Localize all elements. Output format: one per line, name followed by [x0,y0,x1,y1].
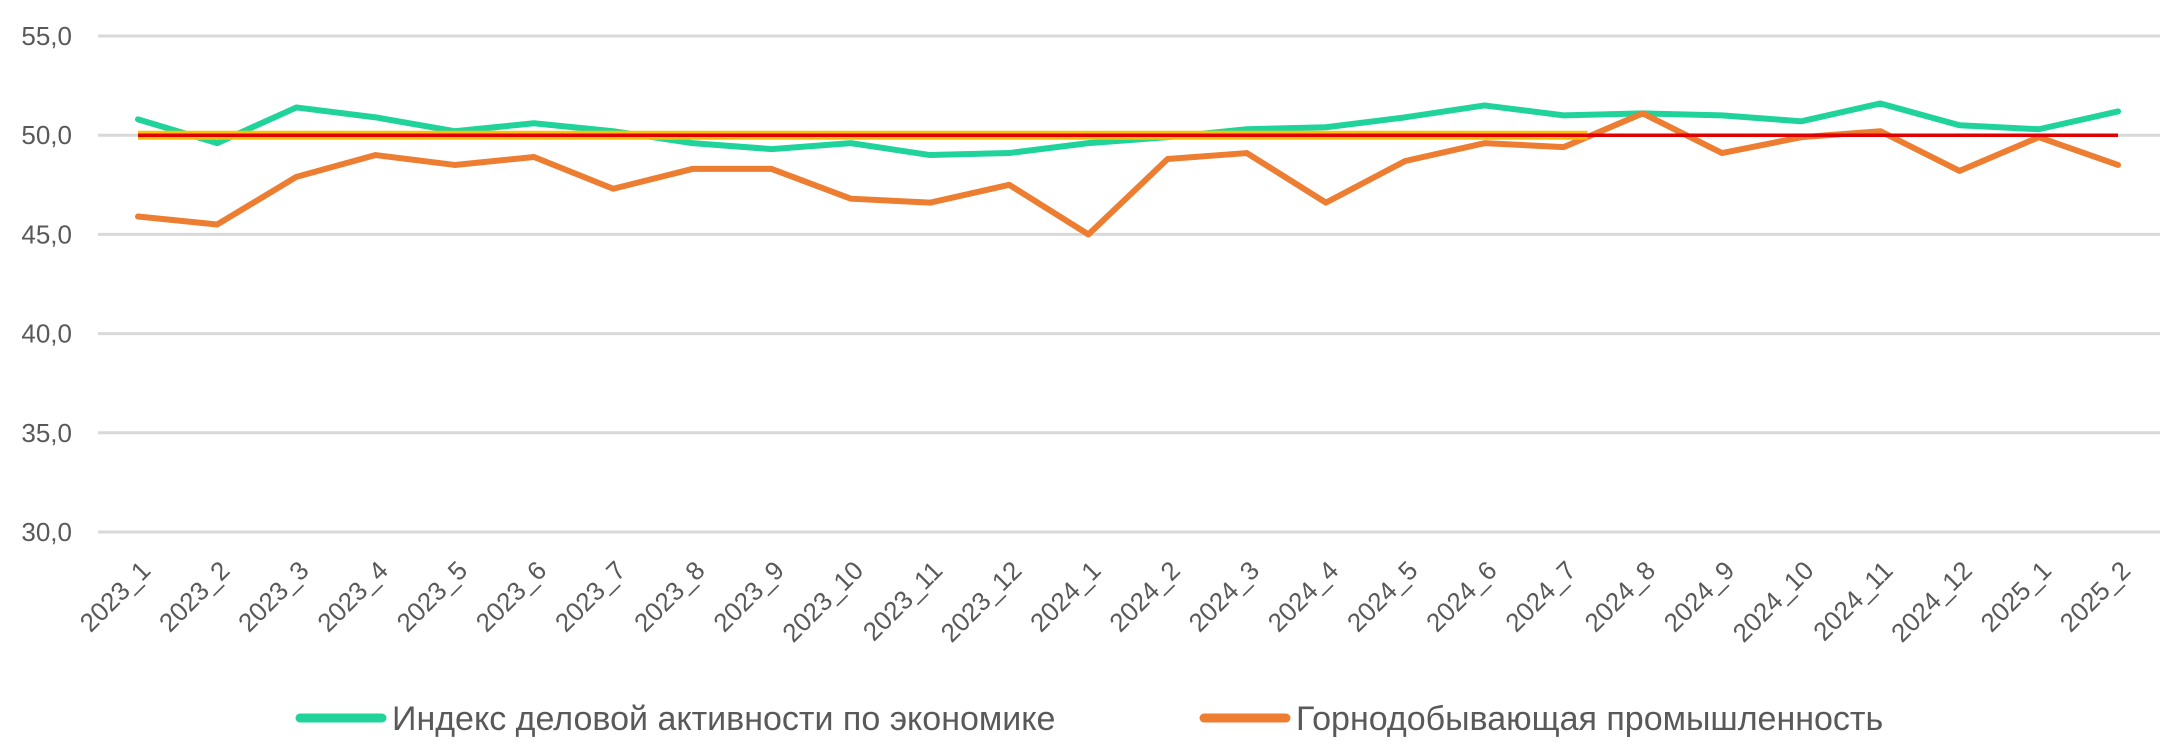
legend: Индекс деловой активности по экономике Го… [295,700,1883,738]
x-tick-label: 2025_1 [1974,555,2057,638]
x-tick-label: 2023_6 [470,555,553,638]
legend-label-2: Горнодобывающая промышленность [1296,700,1883,738]
x-tick-label: 2024_8 [1578,555,1661,638]
y-tick-label: 50,0 [21,120,72,150]
y-tick-label: 45,0 [21,219,72,249]
x-tick-label: 2024_11 [1807,555,1898,646]
x-tick-label: 2024_5 [1341,555,1424,638]
x-tick-label: 2024_6 [1420,555,1503,638]
x-tick-label: 2024_7 [1499,555,1582,638]
x-tick-label: 2024_1 [1024,555,1107,638]
x-tick-label: 2024_3 [1182,555,1265,638]
x-axis-tick-labels: 2023_12023_22023_32023_42023_52023_62023… [74,555,2137,648]
y-tick-label: 35,0 [21,418,72,448]
x-tick-label: 2023_3 [232,555,315,638]
series-lines [135,100,2121,238]
x-tick-label: 2025_2 [2054,555,2137,638]
series-line-1 [135,100,2121,159]
x-tick-label: 2024_2 [1103,555,1186,638]
x-tick-label: 2023_7 [549,555,632,638]
legend-label-1: Индекс деловой активности по экономике [392,700,1055,738]
y-tick-label: 40,0 [21,319,72,349]
y-axis-tick-labels: 30,0 35,0 40,0 45,0 50,0 55,0 [21,21,72,547]
x-tick-label: 2024_10 [1727,555,1820,648]
x-tick-label: 2023_5 [390,555,473,638]
y-tick-label: 55,0 [21,21,72,51]
x-tick-label: 2023_1 [74,555,157,638]
series-line-2 [135,110,2121,238]
x-tick-label: 2023_2 [153,555,236,638]
x-tick-label: 2023_12 [935,555,1028,648]
x-tick-label: 2024_4 [1262,555,1345,638]
x-tick-label: 2024_12 [1885,555,1978,648]
x-tick-label: 2023_4 [311,555,394,638]
x-tick-label: 2023_11 [857,555,948,646]
x-tick-label: 2023_10 [776,555,869,648]
y-tick-label: 30,0 [21,517,72,547]
x-tick-label: 2023_8 [628,555,711,638]
